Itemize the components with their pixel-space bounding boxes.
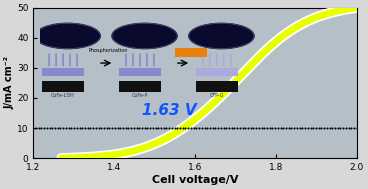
Y-axis label: J/mA cm⁻²: J/mA cm⁻²	[4, 57, 14, 109]
X-axis label: Cell voltage/V: Cell voltage/V	[152, 175, 238, 185]
Text: 1.63 V: 1.63 V	[142, 102, 197, 118]
